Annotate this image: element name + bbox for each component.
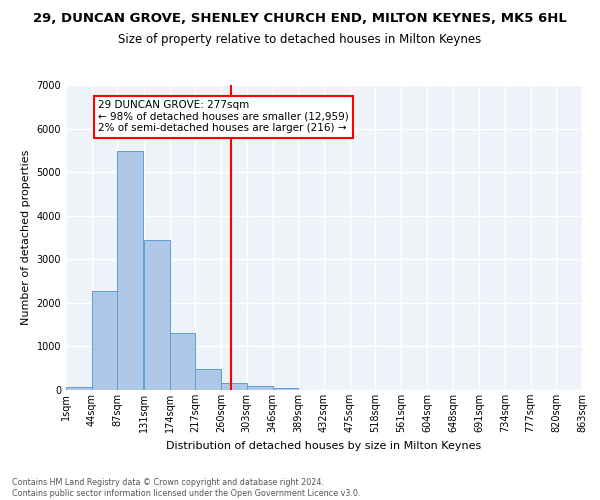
Text: Contains HM Land Registry data © Crown copyright and database right 2024.
Contai: Contains HM Land Registry data © Crown c…: [12, 478, 361, 498]
Bar: [221, 383, 247, 390]
Bar: [118, 151, 143, 390]
X-axis label: Distribution of detached houses by size in Milton Keynes: Distribution of detached houses by size …: [166, 440, 482, 450]
Bar: [92, 290, 118, 390]
Bar: [144, 240, 170, 390]
Bar: [170, 333, 195, 390]
Bar: [66, 386, 92, 390]
Y-axis label: Number of detached properties: Number of detached properties: [21, 150, 31, 325]
Text: Size of property relative to detached houses in Milton Keynes: Size of property relative to detached ho…: [118, 32, 482, 46]
Text: 29 DUNCAN GROVE: 277sqm
← 98% of detached houses are smaller (12,959)
2% of semi: 29 DUNCAN GROVE: 277sqm ← 98% of detache…: [98, 100, 349, 134]
Bar: [272, 388, 298, 390]
Bar: [195, 370, 221, 390]
Bar: [247, 386, 272, 390]
Text: 29, DUNCAN GROVE, SHENLEY CHURCH END, MILTON KEYNES, MK5 6HL: 29, DUNCAN GROVE, SHENLEY CHURCH END, MI…: [33, 12, 567, 26]
